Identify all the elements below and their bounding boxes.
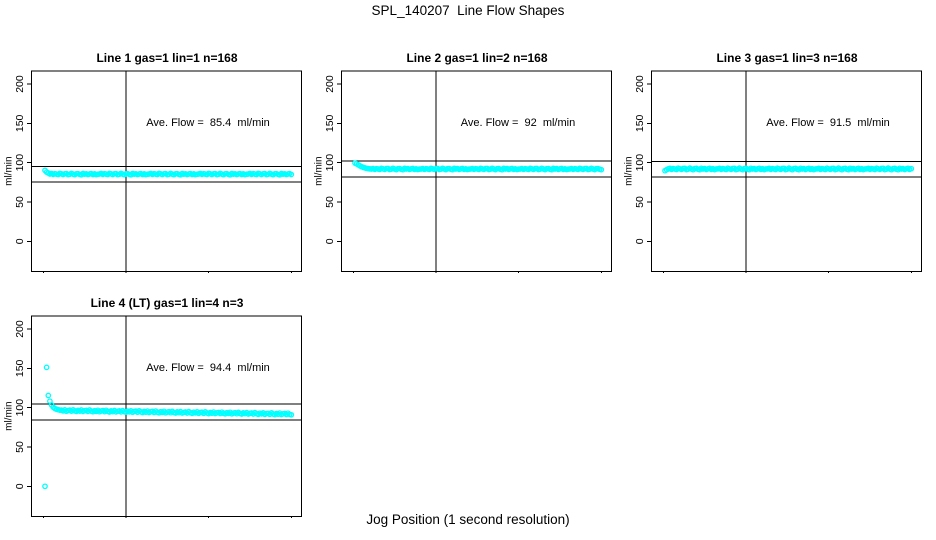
svg-text:200: 200	[324, 75, 336, 93]
svg-text:150: 150	[14, 359, 26, 377]
plot-line-2: 050100150200050100150ml/min	[314, 70, 613, 273]
svg-text:ml/min: ml/min	[4, 401, 15, 430]
panel-title-line-2: Line 2 gas=1 lin=2 n=168	[406, 51, 548, 65]
svg-text:0: 0	[324, 238, 336, 244]
panel-line-1: 050100150200050100150ml/min Line 1 gas=1…	[0, 28, 310, 273]
svg-text:0: 0	[14, 483, 26, 489]
svg-text:100: 100	[14, 399, 26, 417]
plot-line-1: 050100150200050100150ml/min	[4, 70, 303, 273]
svg-text:150: 150	[634, 114, 646, 132]
ave-flow-annotation-line-2: Ave. Flow = 92 ml/min	[460, 117, 576, 129]
panel-line-4: 050100150200050100150ml/min Line 4 (LT) …	[0, 273, 310, 518]
svg-text:150: 150	[14, 114, 26, 132]
svg-text:50: 50	[324, 196, 336, 208]
panel-title-line-1: Line 1 gas=1 lin=1 n=168	[96, 51, 238, 65]
svg-text:ml/min: ml/min	[4, 156, 15, 185]
svg-text:200: 200	[14, 75, 26, 93]
panel-line-3: 050100150200050100150ml/min Line 3 gas=1…	[620, 28, 930, 273]
ave-flow-annotation-line-4: Ave. Flow = 94.4 ml/min	[146, 362, 270, 374]
ave-flow-annotation-line-1: Ave. Flow = 85.4 ml/min	[146, 117, 270, 129]
panel-line-2: 050100150200050100150ml/min Line 2 gas=1…	[310, 28, 620, 273]
svg-text:100: 100	[324, 154, 336, 172]
svg-text:0: 0	[634, 238, 646, 244]
svg-text:0: 0	[14, 238, 26, 244]
svg-text:50: 50	[14, 196, 26, 208]
ave-flow-annotation-line-3: Ave. Flow = 91.5 ml/min	[766, 117, 890, 129]
svg-text:100: 100	[634, 154, 646, 172]
panel-title-line-4: Line 4 (LT) gas=1 lin=4 n=3	[90, 296, 244, 310]
svg-text:200: 200	[634, 75, 646, 93]
x-axis-label: Jog Position (1 second resolution)	[366, 512, 570, 527]
svg-text:ml/min: ml/min	[624, 156, 635, 185]
svg-text:100: 100	[14, 154, 26, 172]
svg-text:ml/min: ml/min	[314, 156, 325, 185]
svg-text:200: 200	[14, 320, 26, 338]
plot-line-4: 050100150200050100150ml/min	[4, 315, 303, 518]
plot-line-3: 050100150200050100150ml/min	[624, 70, 923, 273]
svg-text:150: 150	[324, 114, 336, 132]
svg-text:50: 50	[634, 196, 646, 208]
svg-text:50: 50	[14, 441, 26, 453]
figure-title: SPL_140207 Line Flow Shapes	[371, 3, 565, 18]
panel-title-line-3: Line 3 gas=1 lin=3 n=168	[716, 51, 858, 65]
